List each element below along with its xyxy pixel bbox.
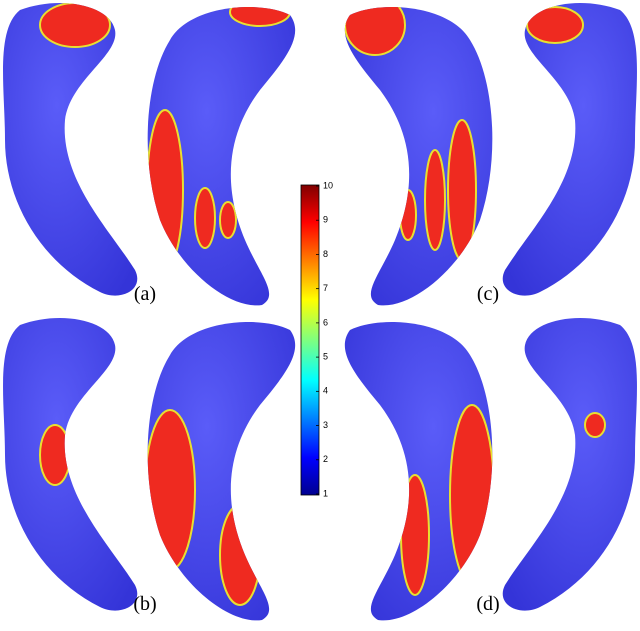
panel-a: [3, 2, 296, 306]
tick-label: 6: [323, 317, 328, 327]
tick-label: 2: [323, 454, 328, 464]
tick-label: 8: [323, 249, 328, 259]
tick-label: 4: [323, 386, 328, 396]
panel-label: (c): [477, 283, 499, 305]
colorbar: [300, 184, 320, 496]
panel-d: [344, 317, 637, 621]
tick-label: 5: [323, 351, 328, 361]
panel-label: (a): [134, 283, 156, 305]
panel-label: (d): [476, 593, 499, 615]
panel-c: [344, 2, 637, 306]
panel-label: (b): [133, 593, 156, 615]
tick-label: 1: [323, 488, 328, 498]
panel-b: [3, 317, 296, 621]
tick-label: 10: [323, 180, 333, 190]
tick-label: 9: [323, 215, 328, 225]
tick-label: 7: [323, 283, 328, 293]
tick-label: 3: [323, 420, 328, 430]
